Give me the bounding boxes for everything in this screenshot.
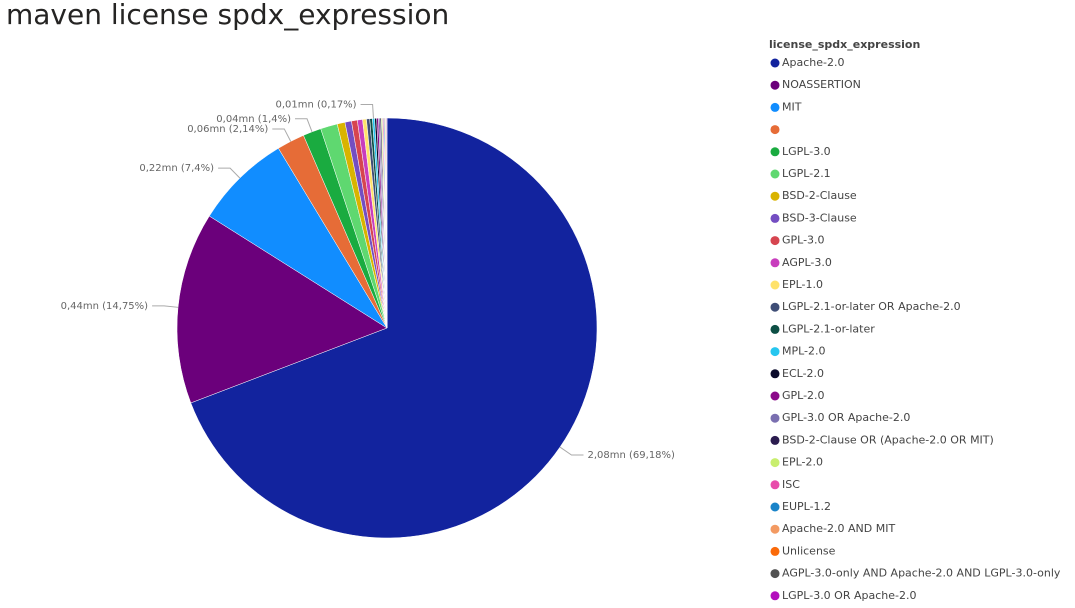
legend-marker bbox=[770, 480, 780, 490]
legend-marker bbox=[770, 524, 780, 534]
legend-marker bbox=[770, 458, 780, 468]
pie-slice bbox=[386, 117, 388, 329]
legend-label: GPL-2.0 bbox=[782, 389, 825, 402]
legend-label: LGPL-2.1-or-later OR Apache-2.0 bbox=[782, 300, 961, 313]
legend-marker bbox=[770, 569, 780, 579]
legend-title: license_spdx_expression bbox=[769, 38, 920, 51]
legend-marker bbox=[770, 213, 780, 223]
legend-marker bbox=[770, 413, 780, 423]
legend-marker bbox=[770, 258, 780, 268]
leader-line bbox=[295, 118, 313, 133]
leader-line bbox=[272, 128, 292, 142]
data-label: 0,04mn (1,4%) bbox=[216, 114, 291, 125]
legend-label: EPL-2.0 bbox=[782, 456, 823, 469]
legend-marker bbox=[770, 102, 780, 112]
leader-line bbox=[360, 103, 374, 119]
legend-label: LGPL-2.1 bbox=[782, 167, 831, 180]
legend-label: BSD-3-Clause bbox=[782, 211, 857, 224]
legend-label: MIT bbox=[782, 100, 802, 113]
legend-label: Apache-2.0 AND MIT bbox=[782, 522, 895, 535]
legend-label: ISC bbox=[782, 478, 800, 491]
legend-marker bbox=[770, 347, 780, 357]
legend-marker bbox=[770, 147, 780, 157]
legend-marker bbox=[770, 502, 780, 512]
data-label: 0,22mn (7,4%) bbox=[139, 163, 214, 174]
leader-line bbox=[152, 305, 179, 308]
legend-label: Apache-2.0 bbox=[782, 56, 845, 69]
legend-label: LGPL-2.1-or-later bbox=[782, 322, 875, 335]
legend-marker bbox=[770, 435, 780, 445]
legend-label: Unlicense bbox=[782, 544, 836, 557]
legend-label: NOASSERTION bbox=[782, 78, 861, 91]
legend-label: AGPL-3.0-only AND Apache-2.0 AND LGPL-3.… bbox=[782, 567, 1061, 580]
legend-marker bbox=[770, 236, 780, 246]
legend-marker bbox=[770, 169, 780, 179]
legend-label: GPL-3.0 bbox=[782, 234, 825, 247]
data-label: 0,06mn (2,14%) bbox=[187, 124, 268, 135]
pie-slice bbox=[176, 215, 388, 404]
legend-label: GPL-3.0 OR Apache-2.0 bbox=[782, 411, 910, 424]
legend-label: EUPL-1.2 bbox=[782, 500, 831, 513]
data-label: 0,44mn (14,75%) bbox=[61, 301, 149, 312]
legend-label: BSD-2-Clause OR (Apache-2.0 OR MIT) bbox=[782, 433, 994, 446]
legend-marker bbox=[770, 591, 780, 601]
data-label: 2,08mn (69,18%) bbox=[587, 450, 675, 461]
legend-marker bbox=[770, 369, 780, 379]
legend-label: EPL-1.0 bbox=[782, 278, 823, 291]
pie-slice bbox=[208, 147, 388, 329]
legend-label: ECL-2.0 bbox=[782, 367, 824, 380]
legend-marker bbox=[770, 80, 780, 90]
legend-marker bbox=[770, 546, 780, 556]
legend-label: LGPL-3.0 bbox=[782, 145, 831, 158]
legend-marker bbox=[770, 391, 780, 401]
leader-line bbox=[218, 167, 241, 179]
legend-marker bbox=[770, 280, 780, 290]
legend-marker bbox=[770, 324, 780, 334]
legend-label: LGPL-3.0 OR Apache-2.0 bbox=[782, 589, 916, 602]
legend-label: MPL-2.0 bbox=[782, 345, 826, 358]
legend-marker bbox=[770, 125, 780, 135]
legend-label: BSD-2-Clause bbox=[782, 189, 857, 202]
legend-marker bbox=[770, 58, 780, 68]
data-label: 0,01mn (0,17%) bbox=[275, 99, 356, 110]
legend-label: AGPL-3.0 bbox=[782, 256, 832, 269]
chart-title: maven license spdx_expression bbox=[6, 0, 449, 31]
legend-marker bbox=[770, 302, 780, 312]
legend-marker bbox=[770, 191, 780, 201]
leader-line bbox=[559, 446, 584, 456]
